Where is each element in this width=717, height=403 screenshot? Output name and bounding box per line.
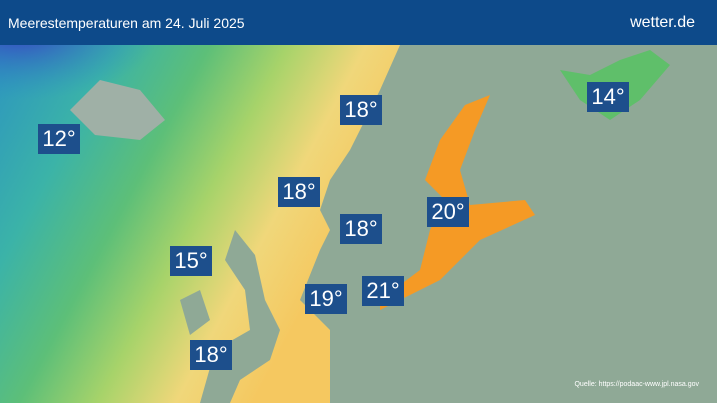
temperature-label: 18° xyxy=(278,177,320,207)
header-bar xyxy=(0,0,717,45)
temperature-label: 21° xyxy=(362,276,404,306)
temperature-label: 18° xyxy=(340,95,382,125)
temperature-label: 15° xyxy=(170,246,212,276)
temperature-label: 19° xyxy=(305,284,347,314)
brand: wetter.de xyxy=(630,14,695,31)
iceland xyxy=(70,80,165,140)
title: Meerestemperaturen am 24. Juli 2025 xyxy=(8,15,245,31)
temperature-label: 20° xyxy=(427,197,469,227)
temperature-label: 14° xyxy=(587,82,629,112)
temperature-label: 18° xyxy=(190,340,232,370)
source: Quelle: https://podaac-www.jpl.nasa.gov xyxy=(574,381,699,388)
temperature-label: 12° xyxy=(38,124,80,154)
temperature-label: 18° xyxy=(340,214,382,244)
ireland xyxy=(180,290,210,335)
